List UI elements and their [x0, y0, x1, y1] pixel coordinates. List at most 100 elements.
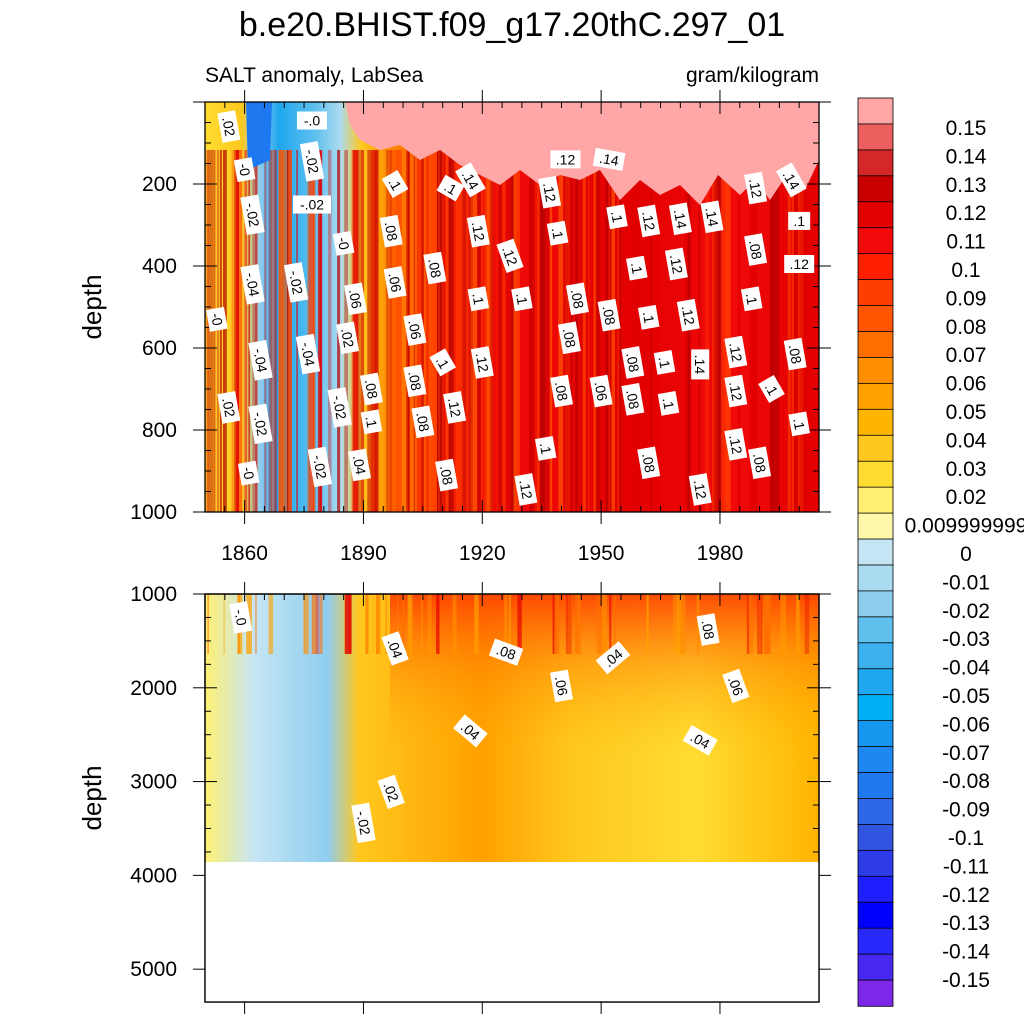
field-stripe — [799, 150, 805, 512]
field-stripe — [244, 150, 248, 512]
contour-label-text: -.04 — [251, 347, 271, 374]
contour-label-box — [565, 282, 589, 316]
colorbar-label: 0.06 — [946, 373, 987, 396]
contour-label-box — [788, 411, 810, 437]
contour-label-text: -.02 — [310, 454, 330, 481]
contour-label-box — [453, 714, 488, 748]
contour-label: .1 — [637, 304, 660, 330]
contour-label-text: .1 — [656, 355, 674, 369]
y-tick-label: 600 — [142, 337, 177, 360]
contour-label: .08 — [748, 446, 772, 480]
contour-label-box — [595, 641, 631, 675]
field-stripe — [452, 594, 456, 654]
field-stripe — [642, 150, 649, 512]
field-stripe — [239, 150, 243, 512]
contour-label: -.02 — [307, 446, 333, 488]
contour-label-box — [511, 286, 533, 312]
contour-label: .08 — [435, 458, 459, 492]
contour-label-box — [592, 147, 626, 171]
colorbar-label: -0.06 — [942, 713, 990, 736]
field-stripe — [574, 594, 581, 654]
contour-label-box — [550, 669, 573, 703]
contour-label-text: .08 — [560, 327, 579, 349]
lower-panel: 1000 2000 3000 4000 5000 -.0 .04 .08 .04 .06 .08.… — [77, 582, 831, 1014]
contour-label: -.04 — [240, 264, 265, 305]
field-stripe — [757, 594, 762, 654]
contour-label: -.02 — [248, 403, 273, 445]
contour-label-box — [327, 387, 352, 428]
contour-label-text: .08 — [405, 370, 424, 392]
lower-frame-overlay — [204, 593, 820, 1003]
field-stripe — [798, 150, 804, 512]
colorbar-swatch — [857, 253, 894, 281]
contour-label-box — [351, 802, 376, 844]
colorbar-label: 0.09 — [946, 287, 987, 310]
contour-label-text: -.02 — [302, 148, 322, 175]
contour-label-text: .12 — [667, 253, 686, 275]
contour-label-text: .08 — [552, 380, 571, 402]
field-stripe — [368, 150, 375, 512]
field-stripe — [672, 594, 679, 654]
contour-label-text: .1 — [640, 310, 658, 324]
contour-label: .02 — [217, 391, 241, 424]
contour-label-text: .12 — [499, 244, 521, 268]
contour-label-text: .12 — [746, 177, 765, 199]
field-stripe — [608, 150, 611, 512]
contour-label-box — [381, 631, 409, 666]
contour-label: .06 — [589, 374, 613, 408]
field-stripe — [565, 594, 572, 654]
field-stripe — [515, 150, 520, 512]
colorbar-label: 0.15 — [946, 117, 987, 140]
field-stripe — [791, 150, 795, 512]
contour-label-text: .06 — [405, 319, 424, 341]
contour-label: .12 — [784, 255, 815, 273]
y-tick-label: 4000 — [130, 864, 177, 887]
field-stripe — [804, 150, 811, 512]
field-stripe — [360, 150, 365, 512]
contour-label-box — [297, 111, 327, 130]
contour-label-box — [383, 266, 407, 299]
contour-label: .12 — [470, 346, 494, 379]
colorbar-label: 0.11 — [946, 231, 985, 254]
field-stripe — [374, 150, 379, 512]
contour-label-text: .12 — [469, 220, 488, 242]
field-stripe — [770, 150, 775, 512]
contour-label-text: .1 — [513, 292, 531, 306]
contour-label-box — [336, 321, 360, 355]
contour-label: .14 — [592, 147, 626, 171]
contour-label-box — [436, 174, 465, 202]
field-stripe — [517, 594, 522, 654]
field-stripe — [287, 150, 289, 512]
colorbar-label: -0.13 — [942, 912, 990, 935]
colorbar-label: 0.009999999 — [905, 515, 1024, 538]
field-stripe — [764, 594, 770, 654]
colorbar-swatch — [857, 460, 894, 488]
contour-label: .08 — [565, 282, 589, 316]
colorbar-label: 0.08 — [946, 316, 987, 339]
field-stripe — [609, 594, 612, 654]
field-stripe — [482, 150, 487, 512]
upper-blue-patch — [246, 102, 272, 170]
contour-label: .12 — [688, 473, 712, 506]
y-tick-label: 1000 — [130, 583, 177, 606]
field-stripe — [758, 594, 764, 654]
field-stripe — [796, 594, 800, 654]
contour-label-box — [589, 374, 613, 408]
contour-label-text: -.02 — [251, 411, 271, 438]
contour-label-box — [403, 364, 427, 398]
field-stripe — [309, 150, 315, 512]
field-stripe — [553, 594, 556, 654]
field-stripe — [268, 594, 274, 654]
lower-y-axis-label: depth — [77, 765, 107, 830]
contour-label: -0 — [237, 460, 260, 486]
field-stripe — [308, 150, 310, 512]
field-stripe — [255, 150, 257, 512]
colorbar-swatch — [857, 382, 894, 411]
contour-label-text: .08 — [425, 257, 444, 279]
contour-label-text: .06 — [346, 288, 365, 310]
contour-label-box — [740, 286, 763, 312]
field-stripe — [475, 150, 477, 512]
upper-panel: 1860 1890 1920 1950 1980 200 400 600 800 1000 .02… — [77, 90, 831, 565]
field-stripe — [579, 150, 583, 512]
contour-label-box — [637, 204, 661, 238]
